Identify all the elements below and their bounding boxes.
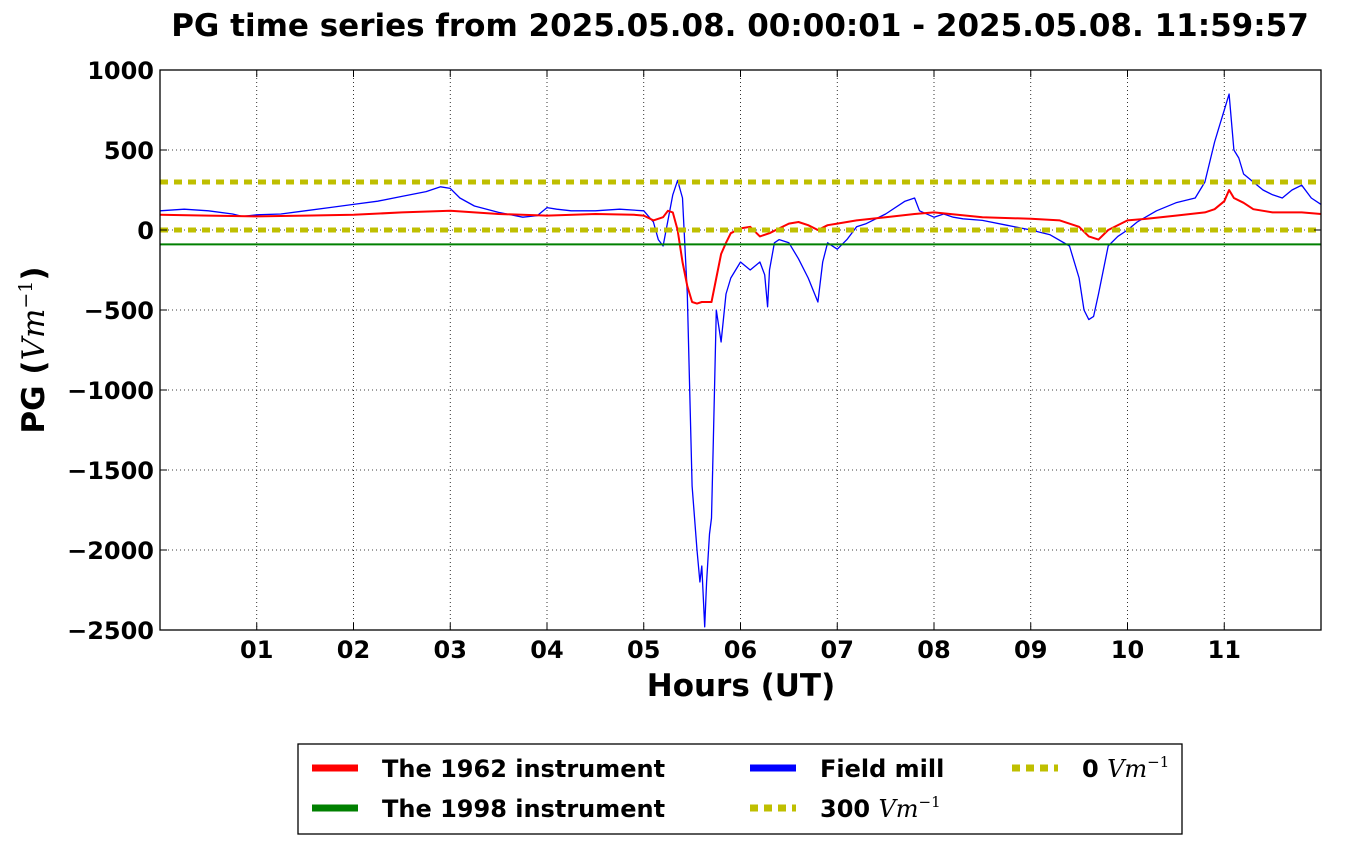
y-tick-label: −2000 — [67, 537, 154, 565]
grid-lines — [160, 70, 1321, 630]
legend-label-unit: Vm — [878, 795, 918, 823]
legend-label-text: Field mill — [820, 755, 944, 783]
y-axis-label-suffix: ) — [16, 266, 52, 280]
x-tick-label: 02 — [337, 636, 370, 664]
x-tick-label: 05 — [627, 636, 660, 664]
legend-frame — [297, 743, 1183, 835]
legend-label-number: 0 — [1082, 755, 1107, 783]
y-tick-label: −1500 — [67, 457, 154, 485]
legend-label: 300 Vm−1 — [820, 793, 941, 823]
y-tick-label: 0 — [137, 217, 154, 245]
legend-label-number: 300 — [820, 795, 878, 823]
x-tick-label: 06 — [724, 636, 757, 664]
y-tick-label: −2500 — [67, 617, 154, 645]
x-tick-label: 10 — [1111, 636, 1144, 664]
series-lines — [159, 93, 1322, 628]
legend-entry: Field mill — [750, 755, 944, 783]
y-axis-label-prefix: PG ( — [16, 360, 52, 433]
y-tick-label: −500 — [84, 297, 154, 325]
legend-label-exponent: −1 — [919, 793, 941, 811]
x-tick-labels: 01 02 03 04 05 06 07 08 09 10 11 — [240, 636, 1241, 664]
legend-entries: The 1962 instrument The 1998 instrument Fi… — [312, 753, 1169, 823]
legend-label-unit: Vm — [1107, 755, 1147, 783]
legend-label-exponent: −1 — [1147, 753, 1169, 771]
x-tick-label: 03 — [434, 636, 467, 664]
y-axis-label-unit: Vm — [16, 309, 52, 361]
y-tick-label: 1000 — [87, 57, 154, 85]
x-tick-label: 07 — [821, 636, 854, 664]
chart-title: PG time series from 2025.05.08. 00:00:01… — [171, 8, 1309, 44]
series-line-the-1962-instrument — [159, 189, 1322, 305]
legend-label: The 1962 instrument — [382, 755, 665, 783]
x-tick-label: 09 — [1014, 636, 1047, 664]
x-tick-label: 01 — [240, 636, 273, 664]
x-axis-label: Hours (UT) — [647, 668, 836, 704]
legend-entry: The 1962 instrument — [312, 755, 665, 783]
legend: The 1962 instrument The 1998 instrument Fi… — [297, 743, 1183, 835]
y-axis-label: PG (Vm−1) — [15, 266, 52, 433]
legend-entry: 0 Vm−1 — [1012, 753, 1169, 783]
legend-label-text: The 1962 instrument — [382, 755, 665, 783]
tick-marks — [160, 69, 1321, 631]
y-axis-label-exponent: −1 — [15, 281, 37, 309]
legend-label-text: The 1998 instrument — [382, 795, 665, 823]
legend-label: Field mill — [820, 755, 944, 783]
y-tick-labels: 1000 500 0 −500 −1000 −1500 −2000 −2500 — [67, 57, 154, 645]
x-tick-label: 11 — [1208, 636, 1241, 664]
legend-label: The 1998 instrument — [382, 795, 665, 823]
plot-area — [159, 69, 1322, 631]
legend-entry: The 1998 instrument — [312, 795, 665, 823]
legend-label: 0 Vm−1 — [1082, 753, 1169, 783]
legend-entry: 300 Vm−1 — [750, 793, 941, 823]
y-tick-label: 500 — [104, 137, 154, 165]
x-tick-label: 08 — [917, 636, 950, 664]
y-tick-label: −1000 — [67, 377, 154, 405]
x-tick-label: 04 — [530, 636, 563, 664]
